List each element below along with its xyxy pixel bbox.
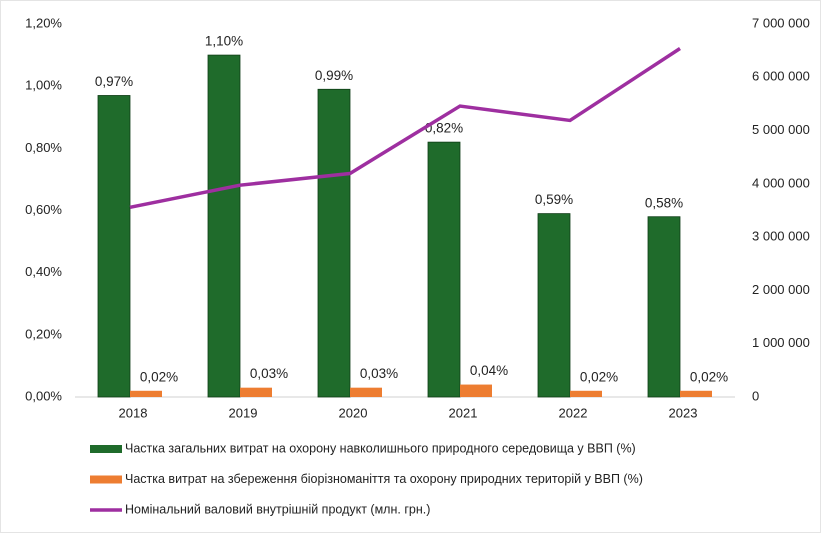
legend-label: Частка витрат на збереження біорізномані…	[125, 472, 643, 486]
value-label: 0,97%	[95, 74, 133, 89]
y2-tick-label: 2 000 000	[752, 282, 810, 297]
y2-tick-label: 1 000 000	[752, 335, 810, 350]
value-label: 0,03%	[360, 366, 398, 381]
bar	[240, 387, 272, 397]
value-label: 0,02%	[690, 369, 728, 384]
bar	[130, 390, 162, 397]
bar	[350, 387, 382, 397]
value-label: 0,04%	[470, 363, 508, 378]
bar	[570, 390, 602, 397]
value-label: 0,59%	[535, 192, 573, 207]
bar	[680, 390, 712, 397]
y-tick-label: 0,40%	[25, 264, 62, 279]
value-label: 0,03%	[250, 366, 288, 381]
x-tick-label: 2018	[119, 405, 148, 420]
y2-tick-label: 0	[752, 388, 759, 403]
y-tick-label: 0,20%	[25, 326, 62, 341]
y2-tick-label: 3 000 000	[752, 229, 810, 244]
value-label: 1,10%	[205, 34, 243, 49]
bar	[460, 384, 492, 397]
value-label: 0,99%	[315, 68, 353, 83]
legend-label: Номінальний валовий внутрішній продукт (…	[125, 502, 430, 516]
bar	[317, 88, 351, 398]
x-tick-label: 2020	[339, 405, 368, 420]
legend-label: Частка загальних витрат на охорону навко…	[125, 441, 636, 455]
x-tick-label: 2019	[229, 405, 258, 420]
y-tick-label: 0,60%	[25, 202, 62, 217]
y-tick-label: 1,00%	[25, 78, 62, 93]
y2-tick-label: 7 000 000	[752, 15, 810, 30]
bar	[97, 95, 131, 398]
bar	[647, 216, 681, 398]
bar	[537, 213, 571, 398]
legend-swatch	[90, 445, 122, 453]
y-tick-label: 1,20%	[25, 15, 62, 30]
y-tick-label: 0,00%	[25, 388, 62, 403]
y2-tick-label: 5 000 000	[752, 122, 810, 137]
y2-tick-label: 4 000 000	[752, 175, 810, 190]
value-label: 0,02%	[140, 369, 178, 384]
value-label: 0,02%	[580, 369, 618, 384]
x-tick-label: 2021	[449, 405, 478, 420]
bar	[427, 141, 461, 398]
y-tick-label: 0,80%	[25, 140, 62, 155]
bar	[207, 54, 241, 398]
x-tick-label: 2022	[559, 405, 588, 420]
x-tick-label: 2023	[669, 405, 698, 420]
value-label: 0,82%	[425, 121, 463, 136]
value-label: 0,58%	[645, 195, 683, 210]
line	[129, 47, 681, 210]
legend-swatch	[90, 475, 122, 484]
y2-tick-label: 6 000 000	[752, 69, 810, 84]
